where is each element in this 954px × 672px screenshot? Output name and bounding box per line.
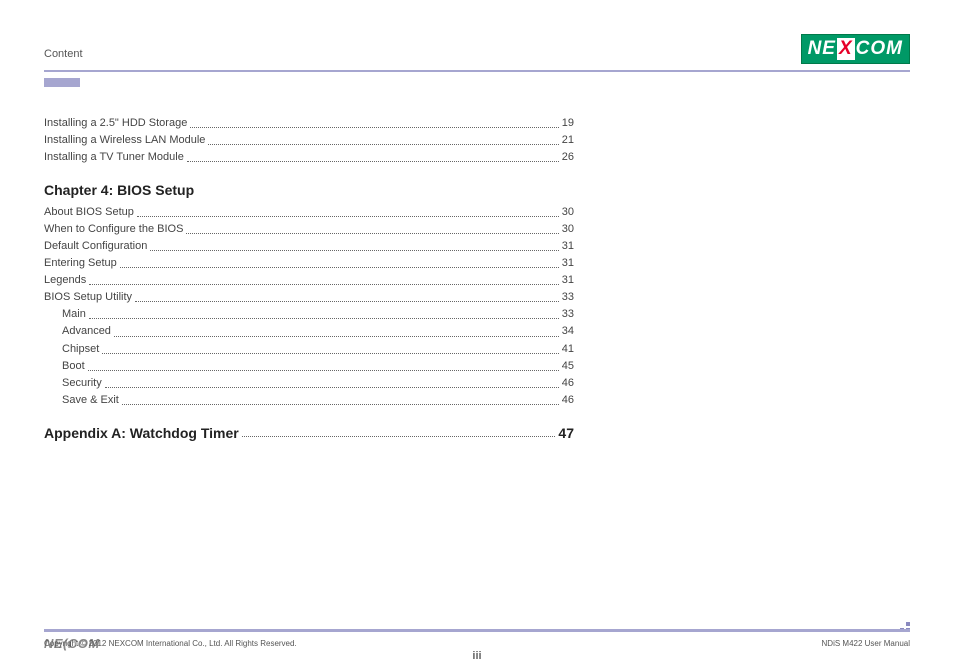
toc-row[interactable]: Security 46 [44,375,574,392]
toc-page: 21 [562,132,574,149]
toc-row[interactable]: Entering Setup 31 [44,255,574,272]
toc-label: Installing a 2.5" HDD Storage [44,115,187,132]
toc-page: 46 [562,392,574,409]
toc-label: Advanced [62,323,111,340]
toc-row[interactable]: Chipset 41 [44,341,574,358]
toc-label: Legends [44,272,86,289]
toc-row[interactable]: Legends 31 [44,272,574,289]
toc-label: BIOS Setup Utility [44,289,132,306]
toc-page: 45 [562,358,574,375]
toc-dots [150,238,558,251]
appendix-label: Appendix A: Watchdog Timer [44,425,239,441]
toc-dots [102,341,558,354]
toc-dots [114,323,559,336]
toc-dots [186,221,558,234]
toc-label: Security [62,375,102,392]
toc-row[interactable]: Advanced 34 [44,323,574,340]
toc-label: Installing a TV Tuner Module [44,149,184,166]
header-divider [44,70,910,72]
toc-label: Main [62,306,86,323]
toc-label: When to Configure the BIOS [44,221,183,238]
toc-page: 19 [562,115,574,132]
toc-label: About BIOS Setup [44,204,134,221]
toc-label: Installing a Wireless LAN Module [44,132,205,149]
toc-row[interactable]: When to Configure the BIOS 30 [44,221,574,238]
toc-label: Save & Exit [62,392,119,409]
toc-dots [187,149,559,162]
toc-page: 31 [562,255,574,272]
appendix-dots [242,425,556,437]
toc-label: Entering Setup [44,255,117,272]
toc-dots [88,358,559,371]
toc-page: 33 [562,306,574,323]
toc-row[interactable]: Default Configuration 31 [44,238,574,255]
page-footer: NE(COM NDiS M422 User Manual Copyright ©… [44,629,910,648]
toc-label: Chipset [62,341,99,358]
nexcom-logo: NE X COM [801,34,910,64]
chapter-4-title: Chapter 4: BIOS Setup [44,182,910,198]
toc-chapter-4: About BIOS Setup30When to Configure the … [44,204,574,409]
page-number: iii [472,650,481,662]
toc-label: Default Configuration [44,238,147,255]
logo-text-ne: NE [808,38,836,60]
toc-page: 30 [562,204,574,221]
toc-row[interactable]: BIOS Setup Utility 33 [44,289,574,306]
toc-dots [208,132,558,145]
footer-divider [44,629,910,632]
toc-label: Boot [62,358,85,375]
toc-page: 46 [562,375,574,392]
toc-row[interactable]: Boot 45 [44,358,574,375]
footer-copyright: Copyright © 2012 NEXCOM International Co… [44,639,297,648]
toc-dots [120,255,559,268]
toc-page: 31 [562,272,574,289]
toc-dots [89,272,559,285]
toc-page: 30 [562,221,574,238]
toc-page: 34 [562,323,574,340]
toc-dots [122,392,559,405]
toc-dots [190,115,558,128]
appendix-page: 47 [558,425,574,441]
toc-pre-chapter: Installing a 2.5" HDD Storage19Installin… [44,115,574,166]
appendix-row: Appendix A: Watchdog Timer 47 [44,425,574,441]
page-header: Content NE X COM [44,34,910,64]
toc-dots [135,289,559,302]
header-tab [44,78,80,87]
toc-page: 33 [562,289,574,306]
logo-text-x: X [837,38,855,60]
toc-page: 41 [562,341,574,358]
toc-dots [137,204,559,217]
toc-row[interactable]: About BIOS Setup 30 [44,204,574,221]
header-title: Content [44,48,83,64]
toc-row[interactable]: Installing a Wireless LAN Module 21 [44,132,574,149]
toc-row[interactable]: Main 33 [44,306,574,323]
logo-text-com: COM [856,38,903,60]
toc-row[interactable]: Installing a 2.5" HDD Storage 19 [44,115,574,132]
toc-row[interactable]: Save & Exit 46 [44,392,574,409]
toc-page: 26 [562,149,574,166]
toc-row[interactable]: Installing a TV Tuner Module 26 [44,149,574,166]
footer-manual: NDiS M422 User Manual [822,639,910,648]
toc-dots [89,306,559,319]
toc-page: 31 [562,238,574,255]
toc-dots [105,375,559,388]
